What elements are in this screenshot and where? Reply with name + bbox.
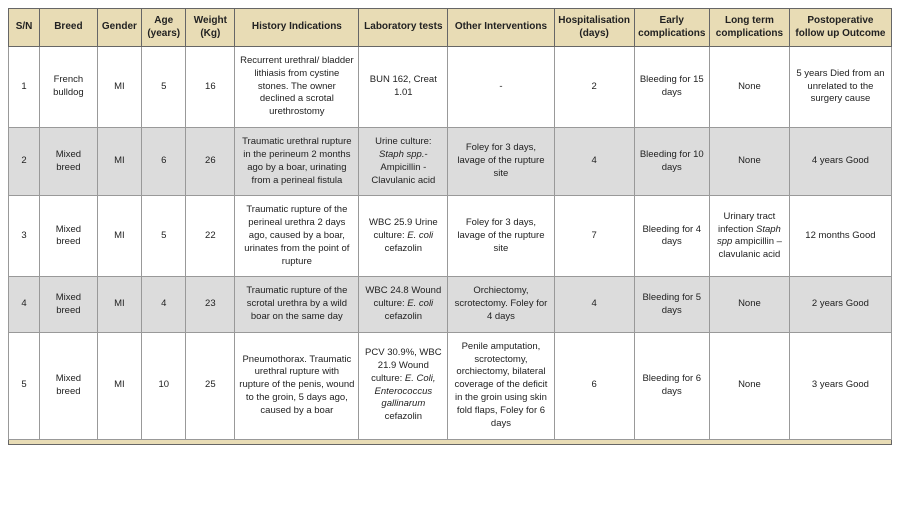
footer-strip bbox=[9, 439, 892, 444]
cell-gender: MI bbox=[97, 277, 141, 332]
cell-early: Bleeding for 10 days bbox=[634, 128, 709, 196]
cell-hosp: 2 bbox=[554, 47, 634, 128]
cell-early: Bleeding for 15 days bbox=[634, 47, 709, 128]
cell-history: Recurrent urethral/ bladder lithiasis fr… bbox=[235, 47, 359, 128]
col-header: Long term complications bbox=[709, 9, 789, 47]
table-body: 1French bulldogMI516Recurrent urethral/ … bbox=[9, 47, 892, 440]
cell-age: 6 bbox=[142, 128, 186, 196]
cell-early: Bleeding for 4 days bbox=[634, 196, 709, 277]
col-header: S/N bbox=[9, 9, 40, 47]
cell-post: 3 years Good bbox=[789, 332, 891, 439]
cell-long: None bbox=[709, 332, 789, 439]
cell-breed: French bulldog bbox=[40, 47, 98, 128]
cell-history: Traumatic urethral rupture in the perine… bbox=[235, 128, 359, 196]
cell-breed: Mixed breed bbox=[40, 128, 98, 196]
table-row: 4Mixed breedMI423Traumatic rupture of th… bbox=[9, 277, 892, 332]
cell-age: 5 bbox=[142, 47, 186, 128]
col-header: Breed bbox=[40, 9, 98, 47]
cell-age: 10 bbox=[142, 332, 186, 439]
cell-lab: Urine culture: Staph spp.- Ampicillin - … bbox=[359, 128, 448, 196]
cell-long: None bbox=[709, 277, 789, 332]
cell-interventions: Foley for 3 days, lavage of the rupture … bbox=[448, 128, 554, 196]
cell-sn: 1 bbox=[9, 47, 40, 128]
cell-long: Urinary tract infection Staph spp ampici… bbox=[709, 196, 789, 277]
cell-history: Traumatic rupture of the scrotal urethra… bbox=[235, 277, 359, 332]
col-header: Hospitalisation (days) bbox=[554, 9, 634, 47]
cell-gender: MI bbox=[97, 47, 141, 128]
cell-early: Bleeding for 5 days bbox=[634, 277, 709, 332]
cell-post: 2 years Good bbox=[789, 277, 891, 332]
header-row: S/N Breed Gender Age (years) Weight (Kg)… bbox=[9, 9, 892, 47]
col-header: Weight (Kg) bbox=[186, 9, 235, 47]
cell-hosp: 6 bbox=[554, 332, 634, 439]
cell-weight: 26 bbox=[186, 128, 235, 196]
cell-age: 4 bbox=[142, 277, 186, 332]
cell-gender: MI bbox=[97, 128, 141, 196]
col-header: Other Interventions bbox=[448, 9, 554, 47]
cell-post: 12 months Good bbox=[789, 196, 891, 277]
cell-sn: 2 bbox=[9, 128, 40, 196]
cell-post: 4 years Good bbox=[789, 128, 891, 196]
cell-gender: MI bbox=[97, 196, 141, 277]
table-row: 5Mixed breedMI1025Pneumothorax. Traumati… bbox=[9, 332, 892, 439]
cell-lab: BUN 162, Creat 1.01 bbox=[359, 47, 448, 128]
cell-sn: 3 bbox=[9, 196, 40, 277]
cell-hosp: 4 bbox=[554, 277, 634, 332]
col-header: Age (years) bbox=[142, 9, 186, 47]
cell-long: None bbox=[709, 47, 789, 128]
col-header: Early complications bbox=[634, 9, 709, 47]
cell-weight: 23 bbox=[186, 277, 235, 332]
cell-breed: Mixed breed bbox=[40, 332, 98, 439]
cell-sn: 4 bbox=[9, 277, 40, 332]
cell-long: None bbox=[709, 128, 789, 196]
cell-interventions: Penile amputation, scrotectomy, orchiect… bbox=[448, 332, 554, 439]
col-header: Postoperative follow up Outcome bbox=[789, 9, 891, 47]
cell-history: Traumatic rupture of the perineal urethr… bbox=[235, 196, 359, 277]
cell-history: Pneumothorax. Traumatic urethral rupture… bbox=[235, 332, 359, 439]
table-row: 2Mixed breedMI626Traumatic urethral rupt… bbox=[9, 128, 892, 196]
cell-breed: Mixed breed bbox=[40, 196, 98, 277]
cell-weight: 25 bbox=[186, 332, 235, 439]
cell-gender: MI bbox=[97, 332, 141, 439]
cell-lab: WBC 24.8 Wound culture: E. coli cefazoli… bbox=[359, 277, 448, 332]
table-row: 3Mixed breedMI522Traumatic rupture of th… bbox=[9, 196, 892, 277]
cell-weight: 16 bbox=[186, 47, 235, 128]
cell-lab: WBC 25.9 Urine culture: E. coli cefazoli… bbox=[359, 196, 448, 277]
cell-interventions: Orchiectomy, scrotectomy. Foley for 4 da… bbox=[448, 277, 554, 332]
cell-sn: 5 bbox=[9, 332, 40, 439]
cell-early: Bleeding for 6 days bbox=[634, 332, 709, 439]
table-row: 1French bulldogMI516Recurrent urethral/ … bbox=[9, 47, 892, 128]
col-header: Laboratory tests bbox=[359, 9, 448, 47]
col-header: Gender bbox=[97, 9, 141, 47]
cell-age: 5 bbox=[142, 196, 186, 277]
cell-weight: 22 bbox=[186, 196, 235, 277]
col-header: History Indications bbox=[235, 9, 359, 47]
cell-hosp: 7 bbox=[554, 196, 634, 277]
cell-hosp: 4 bbox=[554, 128, 634, 196]
cell-interventions: Foley for 3 days, lavage of the rupture … bbox=[448, 196, 554, 277]
cell-lab: PCV 30.9%, WBC 21.9 Wound culture: E. Co… bbox=[359, 332, 448, 439]
cell-breed: Mixed breed bbox=[40, 277, 98, 332]
cell-post: 5 years Died from an unrelated to the su… bbox=[789, 47, 891, 128]
cell-interventions: - bbox=[448, 47, 554, 128]
clinical-cases-table: S/N Breed Gender Age (years) Weight (Kg)… bbox=[8, 8, 892, 445]
